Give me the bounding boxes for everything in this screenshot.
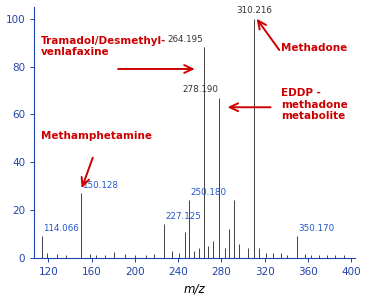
Text: Methamphetamine: Methamphetamine xyxy=(41,131,152,141)
Text: 114.066: 114.066 xyxy=(43,224,79,233)
Text: 264.195: 264.195 xyxy=(167,35,203,44)
Text: Tramadol/Desmethyl-
venlafaxine: Tramadol/Desmethyl- venlafaxine xyxy=(41,36,166,57)
Text: 227.125: 227.125 xyxy=(165,212,201,221)
Text: Methadone: Methadone xyxy=(281,43,347,53)
Text: 250.180: 250.180 xyxy=(190,188,226,197)
Text: 150.128: 150.128 xyxy=(82,181,118,190)
Text: 278.190: 278.190 xyxy=(182,85,218,94)
Text: 310.216: 310.216 xyxy=(236,6,272,15)
Text: EDDP -
methadone
metabolite: EDDP - methadone metabolite xyxy=(281,88,348,121)
Text: 350.170: 350.170 xyxy=(298,224,335,233)
X-axis label: m/z: m/z xyxy=(184,282,205,296)
